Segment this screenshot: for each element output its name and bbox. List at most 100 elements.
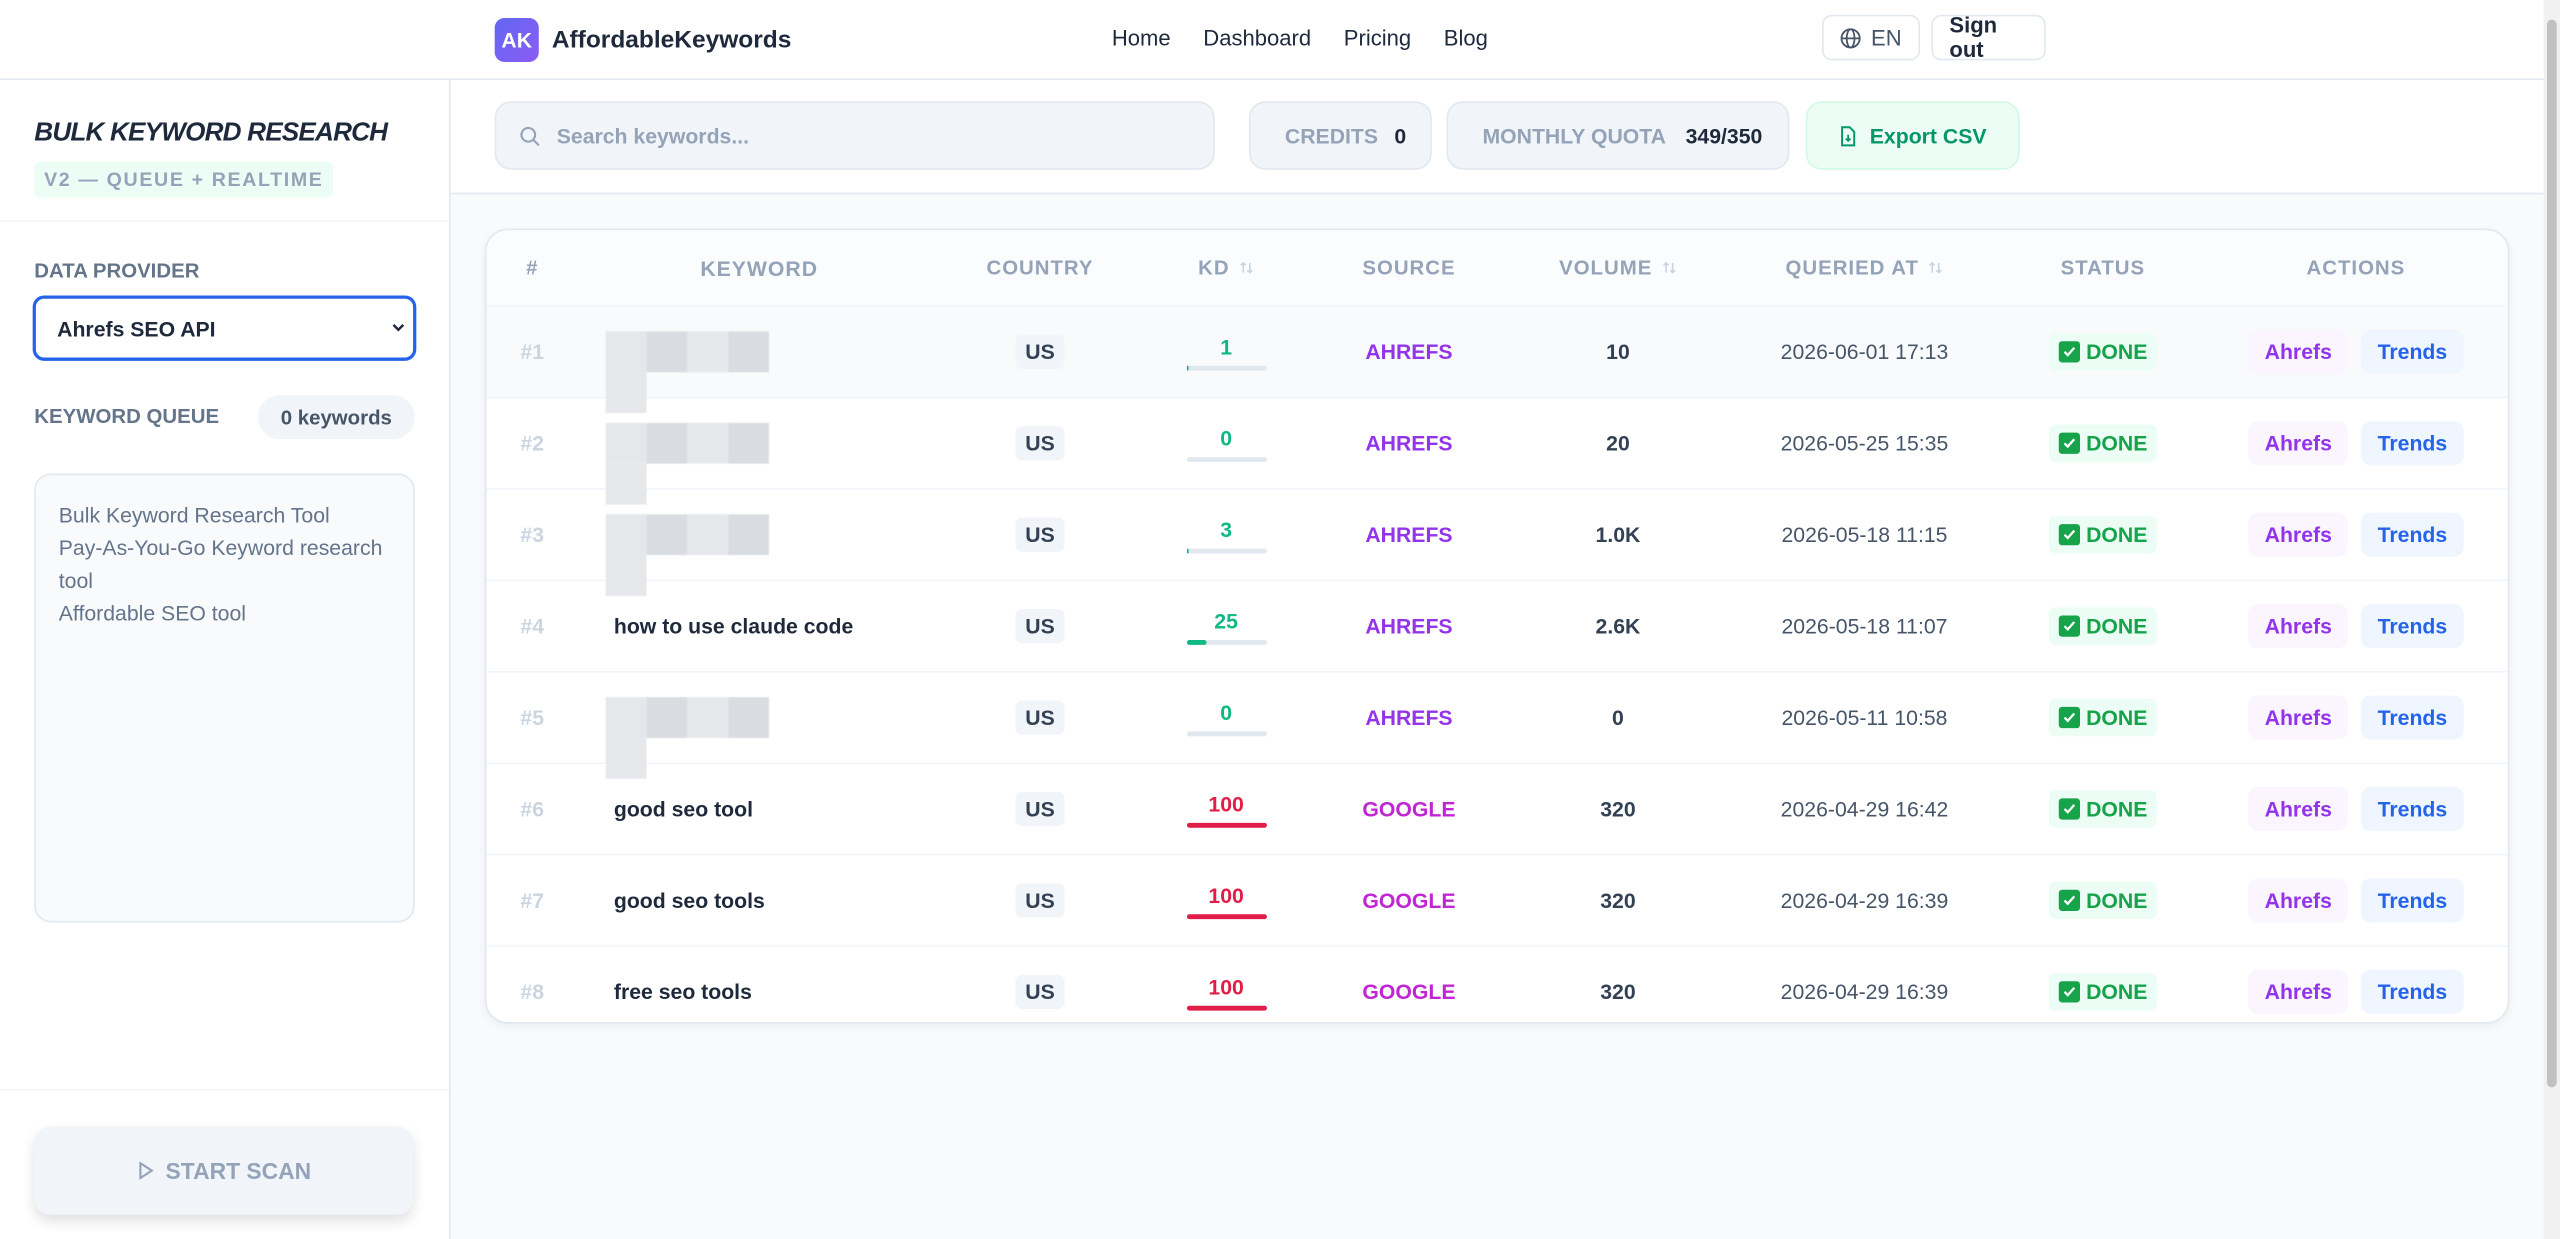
cell: US [940, 700, 1139, 735]
cell: #8 [487, 980, 578, 1004]
cell: #7 [487, 888, 578, 912]
column-header-label: KEYWORD [700, 255, 819, 280]
status: DONE [2048, 881, 2158, 920]
cell: 20 [1505, 431, 1730, 455]
kd-bar [1186, 639, 1207, 645]
queue-input[interactable]: Bulk Keyword Research Tool Pay-As-You-Go … [34, 473, 415, 923]
column-header-label: STATUS [2060, 256, 2146, 280]
nav-link[interactable]: Pricing [1343, 26, 1412, 51]
check-icon [2058, 524, 2080, 546]
row-number: #3 [520, 522, 545, 547]
cell: 320 [1505, 797, 1730, 821]
cell: 2026-04-29 16:39 [1731, 980, 1999, 1004]
status-label: DONE [2086, 613, 2148, 639]
kd-track [1186, 822, 1267, 827]
check-icon [2058, 706, 2080, 729]
queried-at: 2026-05-18 11:07 [1781, 613, 1948, 639]
column-header-label: COUNTRY [986, 256, 1094, 280]
status-label: DONE [2086, 979, 2148, 1005]
source: AHREFS [1365, 431, 1453, 456]
quota-label: MONTHLY QUOTA [1482, 123, 1667, 148]
search[interactable]: Search keywords... [494, 101, 1215, 170]
cell: 10 [1505, 340, 1730, 364]
action-button[interactable]: Trends [2361, 604, 2464, 649]
check-icon [2058, 341, 2080, 363]
cell: DONE [1998, 607, 2207, 645]
search-icon [520, 126, 540, 146]
keyword: free seo tools [613, 979, 752, 1005]
action-button[interactable]: Ahrefs [2248, 421, 2349, 466]
check-icon [2058, 798, 2080, 820]
export-label: Export CSV [1869, 123, 1987, 148]
language-button[interactable]: EN [1822, 14, 1920, 61]
kd-value: 1 [1220, 333, 1233, 359]
kd-value: 3 [1220, 516, 1233, 542]
cell: 2026-05-25 15:35 [1731, 431, 1999, 455]
row-number: #5 [520, 705, 545, 730]
table-row: #8 free seo tools US 100 GOOGLE 320 2026-04-29… [486, 945, 2508, 1022]
table-row: #6 good seo tool US 100 GOOGLE 320 2026-04-29 … [486, 762, 2508, 853]
nav-link[interactable]: Blog [1443, 26, 1488, 51]
cell: DONE [1998, 424, 2207, 463]
column-header[interactable]: VOLUME [1505, 256, 1730, 279]
source: GOOGLE [1362, 888, 1456, 913]
kd-value: 0 [1220, 699, 1233, 725]
export-csv[interactable]: Export CSV [1805, 101, 2020, 170]
cell: US [940, 883, 1139, 918]
action-button[interactable]: Ahrefs [2248, 878, 2349, 923]
scrollbar[interactable] [2543, 0, 2560, 1239]
action-button[interactable]: Trends [2361, 695, 2464, 740]
start-scan[interactable]: START SCAN [34, 1126, 414, 1215]
cell: #6 [487, 797, 578, 821]
kd: 0 [1186, 699, 1267, 736]
quota-value: 349/350 [1685, 123, 1763, 148]
action-button[interactable]: Ahrefs [2248, 786, 2349, 832]
country: US [1015, 608, 1065, 644]
queried-at: 2026-04-29 16:42 [1780, 796, 1949, 822]
queried-at: 2026-04-29 16:39 [1780, 979, 1949, 1005]
sidebar-subtitle: V2 — QUEUE + REALTIME [34, 161, 334, 198]
row-number: #2 [520, 431, 545, 456]
column-header-label: VOLUME [1559, 256, 1653, 280]
table-row: #5 US 0 AHREFS 0 2026-05-11 10:58 DONE Ahrefs Tr… [486, 671, 2508, 779]
redacted-keyword [605, 331, 808, 414]
cell: #5 [487, 705, 578, 729]
action-button[interactable]: Trends [2361, 421, 2464, 466]
action-button[interactable]: Ahrefs [2248, 969, 2349, 1014]
queried-at: 2026-05-11 10:58 [1781, 705, 1948, 730]
sign-out[interactable]: Sign out [1931, 13, 2046, 62]
row-number: #4 [520, 613, 545, 639]
nav-link[interactable]: Home [1111, 26, 1171, 51]
language: EN [1871, 25, 1902, 50]
cell: Ahrefs Trends [2207, 604, 2504, 649]
action-button[interactable]: Trends [2361, 969, 2464, 1014]
column-header: SOURCE [1313, 256, 1506, 279]
source: AHREFS [1365, 522, 1453, 547]
cell: 3 [1140, 517, 1313, 553]
kd-track [1186, 364, 1267, 370]
volume: 20 [1606, 431, 1630, 456]
status-label: DONE [2086, 888, 2148, 913]
logo[interactable]: AK [494, 17, 539, 63]
column-header-label: SOURCE [1362, 256, 1456, 280]
action-button[interactable]: Trends [2361, 329, 2464, 374]
action-button[interactable]: Ahrefs [2248, 512, 2349, 557]
cell [578, 331, 940, 414]
column-header[interactable]: QUERIED AT [1731, 256, 1999, 279]
sidebar: BULK KEYWORD RESEARCH V2 — QUEUE + REALT… [0, 79, 451, 1239]
action-button[interactable]: Ahrefs [2248, 604, 2349, 649]
brand[interactable]: AffordableKeywords [551, 26, 792, 54]
column-header[interactable]: KD [1140, 256, 1313, 279]
provider-select[interactable]: Ahrefs SEO API [32, 295, 417, 361]
nav-link[interactable]: Dashboard [1203, 26, 1312, 51]
action-button[interactable]: Ahrefs [2248, 329, 2349, 374]
action-button[interactable]: Ahrefs [2248, 695, 2349, 740]
cell: 2026-05-11 10:58 [1731, 705, 1999, 729]
action-button[interactable]: Trends [2361, 878, 2464, 923]
action-button[interactable]: Trends [2361, 512, 2464, 557]
action-button[interactable]: Trends [2361, 786, 2464, 832]
kd: 100 [1186, 791, 1267, 827]
kd-value: 100 [1208, 791, 1244, 816]
cell: #1 [487, 340, 578, 364]
country: US [1015, 700, 1065, 735]
